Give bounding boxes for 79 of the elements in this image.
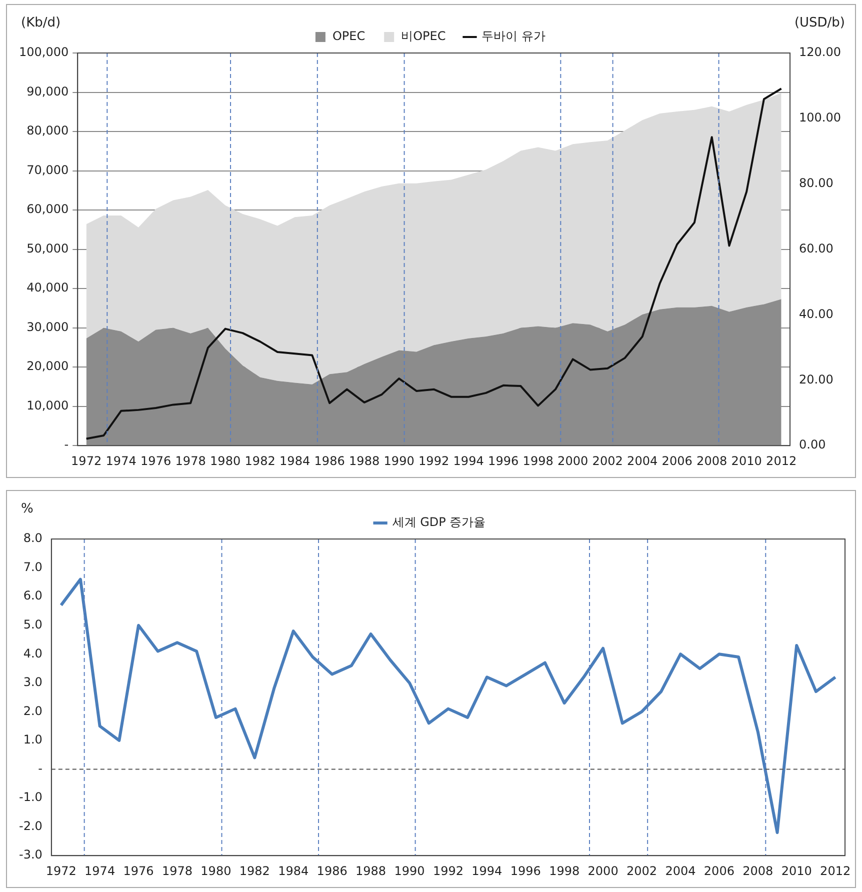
y2-tick-label: 100.00 <box>799 110 842 125</box>
y2-tick-label: 60.00 <box>799 241 834 256</box>
x-tick-label: 2006 <box>662 454 692 468</box>
x-tick-label: 1980 <box>210 454 241 468</box>
x-tick-label: 1990 <box>384 454 414 468</box>
y-tick-label: -1.0 <box>18 790 42 804</box>
x-tick-label: 1990 <box>394 864 425 878</box>
x-tick-label: 2000 <box>558 454 588 468</box>
legend-label: 비OPEC <box>401 29 446 44</box>
y-tick-label: 90,000 <box>26 84 69 98</box>
x-tick-label: 2006 <box>704 864 734 878</box>
x-tick-label: 2000 <box>588 864 618 878</box>
x-tick-label: 1984 <box>278 864 309 878</box>
x-tick-label: 1972 <box>46 864 76 878</box>
x-tick-label: 1974 <box>106 454 136 468</box>
y-tick-label: 6.0 <box>23 588 42 603</box>
x-tick-label: 1980 <box>200 864 232 878</box>
y-tick-label: 1.0 <box>23 732 42 747</box>
x-tick-label: 2008 <box>696 454 728 468</box>
y-tick-label: 3.0 <box>23 675 42 690</box>
y-tick-label: 7.0 <box>23 560 42 574</box>
x-tick-label: 2010 <box>781 864 812 878</box>
x-tick-label: 1976 <box>123 864 154 878</box>
y-tick-label: 10,000 <box>26 398 69 412</box>
y-tick-label: -3.0 <box>18 848 42 862</box>
x-tick-label: 1976 <box>140 454 172 468</box>
x-tick-label: 1994 <box>453 454 484 468</box>
y2-tick-label: 0.00 <box>799 438 826 452</box>
y-tick-label: 8.0 <box>23 531 42 546</box>
y2-tick-label: 40.00 <box>799 306 834 321</box>
x-tick-label: 1996 <box>510 864 541 878</box>
x-tick-label: 1998 <box>522 454 554 468</box>
x-tick-label: 2002 <box>626 864 658 878</box>
y-tick-label: 100,000 <box>19 45 69 60</box>
x-tick-label: 2012 <box>766 454 797 468</box>
x-tick-label: 1988 <box>349 454 380 468</box>
x-tick-label: 1978 <box>175 454 206 468</box>
y-tick-label: 2.0 <box>23 704 42 718</box>
y-tick-label: 50,000 <box>26 241 69 256</box>
y-tick-label: -2.0 <box>18 818 42 833</box>
x-tick-label: 2004 <box>665 864 696 878</box>
x-tick-label: 2004 <box>627 454 658 468</box>
x-tick-label: 1982 <box>239 864 270 878</box>
x-tick-label: 2008 <box>742 864 774 878</box>
y-tick-label: 20,000 <box>26 359 69 374</box>
legend-label: 두바이 유가 <box>482 29 546 44</box>
x-tick-label: 1974 <box>84 864 116 878</box>
x-tick-label: 1988 <box>356 864 386 878</box>
legend-label: 세계 GDP 증가율 <box>392 515 486 530</box>
y2-tick-label: 20.00 <box>799 372 834 386</box>
y-axis-title: % <box>21 501 34 516</box>
y-tick-label: 5.0 <box>23 617 42 632</box>
x-tick-label: 2002 <box>592 454 623 468</box>
x-tick-label: 1978 <box>162 864 192 878</box>
y-tick-label: 80,000 <box>26 124 69 138</box>
x-tick-label: 1986 <box>314 454 345 468</box>
y-tick-label: - <box>38 761 42 776</box>
y-tick-label: 60,000 <box>26 202 69 216</box>
x-tick-label: 1982 <box>244 454 276 468</box>
x-tick-label: 1986 <box>316 864 348 878</box>
y-tick-label: 40,000 <box>26 280 69 295</box>
x-tick-label: 1972 <box>71 454 102 468</box>
x-tick-label: 1984 <box>280 454 310 468</box>
y-tick-label: - <box>64 438 69 452</box>
y2-tick-label: 120.00 <box>799 45 842 60</box>
legend-label: OPEC <box>332 29 366 44</box>
y-tick-label: 30,000 <box>26 320 69 334</box>
x-tick-label: 1992 <box>418 454 450 468</box>
x-tick-label: 1996 <box>488 454 519 468</box>
x-tick-label: 1992 <box>432 864 464 878</box>
y2-tick-label: 80.00 <box>799 176 834 190</box>
y-tick-label: 70,000 <box>26 162 69 177</box>
x-tick-label: 1998 <box>549 864 580 878</box>
x-tick-label: 1994 <box>472 864 502 878</box>
y-axis-title: (Kb/d) <box>21 15 61 30</box>
x-tick-label: 2010 <box>731 454 762 468</box>
x-tick-label: 2012 <box>820 864 851 878</box>
y2-axis-title: (USD/b) <box>794 15 845 30</box>
y-tick-label: 4.0 <box>23 646 42 660</box>
